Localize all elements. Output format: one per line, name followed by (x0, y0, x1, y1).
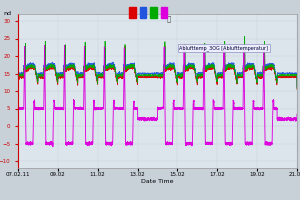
Text: Ablufttemp_3OG [Ablufttemperatur]: Ablufttemp_3OG [Ablufttemperatur] (179, 45, 268, 51)
Text: ⌕: ⌕ (167, 15, 171, 22)
X-axis label: Date Time: Date Time (141, 179, 174, 184)
Text: nd: nd (3, 11, 11, 16)
